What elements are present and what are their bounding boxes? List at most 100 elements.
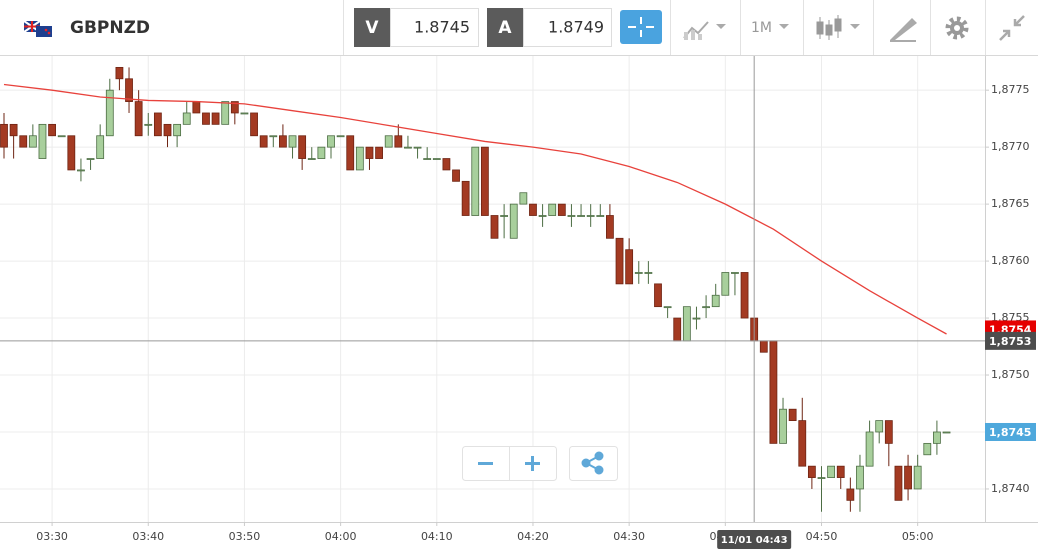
candle-body bbox=[230, 101, 239, 114]
candle-body bbox=[346, 135, 355, 171]
crosshair-time-box bbox=[717, 530, 792, 549]
candle-body bbox=[798, 420, 807, 467]
candle-body bbox=[884, 420, 893, 444]
x-tick-label: 03:30 bbox=[36, 530, 68, 543]
candle-body bbox=[904, 465, 912, 490]
candle-body bbox=[144, 123, 153, 126]
y-tick-label: 1,8740 bbox=[991, 482, 1030, 495]
candle-body bbox=[96, 135, 105, 159]
candle-body bbox=[779, 408, 787, 444]
crosshair-time-label: 11/01 04:43 bbox=[721, 535, 788, 546]
candle-body bbox=[423, 158, 432, 160]
settings-button[interactable] bbox=[945, 16, 969, 40]
ask-label: A bbox=[498, 18, 512, 38]
candle-body bbox=[548, 203, 557, 216]
axes: 1,87401,87451,87501,87551,87601,87651,87… bbox=[36, 83, 1036, 549]
candle-body bbox=[923, 442, 932, 456]
candle-body bbox=[740, 272, 749, 319]
x-tick-label: 04:20 bbox=[517, 530, 549, 543]
candle-body bbox=[557, 203, 566, 216]
candle-body bbox=[173, 123, 182, 137]
ask-box bbox=[523, 8, 612, 47]
candle-body bbox=[942, 431, 951, 434]
candle-body bbox=[77, 169, 85, 172]
candle-body bbox=[788, 408, 797, 421]
x-tick-label: 04:00 bbox=[325, 530, 357, 543]
candle-body bbox=[250, 112, 258, 137]
candle-body bbox=[461, 180, 470, 216]
candle-body bbox=[9, 123, 18, 137]
x-tick-label: 03:40 bbox=[132, 530, 164, 543]
candle-body bbox=[654, 283, 662, 308]
bid-label: V bbox=[365, 18, 379, 38]
chart-type-button[interactable] bbox=[816, 15, 860, 40]
candle-body bbox=[394, 135, 403, 148]
candle-body bbox=[731, 272, 739, 274]
zoom-in-button[interactable] bbox=[525, 456, 540, 471]
candle-body bbox=[67, 135, 76, 171]
collapse-button[interactable] bbox=[999, 15, 1025, 41]
timeframe-button[interactable]: 1M bbox=[751, 20, 789, 36]
candle-body bbox=[721, 272, 730, 296]
candle-body bbox=[769, 340, 778, 444]
candle-body bbox=[288, 135, 297, 148]
candle-body bbox=[452, 169, 460, 182]
candle-body bbox=[317, 146, 326, 159]
candle-body bbox=[307, 158, 316, 160]
candle-body bbox=[711, 294, 720, 308]
candle-body bbox=[933, 431, 941, 444]
candle-body bbox=[48, 123, 56, 137]
candle-body bbox=[596, 215, 605, 217]
candle-body bbox=[240, 112, 249, 115]
flag-icon bbox=[23, 20, 52, 37]
header: GBPNZD V 1.8745 A 1.8749 1M bbox=[0, 0, 1038, 56]
candle-body bbox=[759, 340, 768, 353]
candle-body bbox=[384, 135, 393, 148]
zoom-controls bbox=[462, 446, 618, 481]
candle-body bbox=[404, 146, 412, 149]
indicator-button[interactable] bbox=[683, 21, 726, 40]
candle-body bbox=[432, 158, 441, 160]
candle-body bbox=[38, 123, 47, 159]
candle-body bbox=[57, 135, 66, 138]
candle-body bbox=[682, 306, 691, 342]
x-tick-label: 05:00 bbox=[902, 530, 934, 543]
ask-button[interactable] bbox=[487, 8, 523, 47]
candle-body bbox=[702, 306, 710, 309]
candle-body bbox=[19, 135, 28, 148]
y-tick-label: 1,8770 bbox=[991, 140, 1030, 153]
candle-body bbox=[365, 146, 374, 159]
x-tick-label: 04:50 bbox=[806, 530, 838, 543]
ask-price: 1.8749 bbox=[548, 18, 604, 37]
y-tick-label: 1,8765 bbox=[991, 197, 1030, 210]
candle-body bbox=[500, 215, 509, 217]
moving-average bbox=[3, 83, 947, 335]
draw-button[interactable] bbox=[890, 18, 917, 42]
candle-body bbox=[211, 112, 220, 125]
candle-body bbox=[28, 135, 37, 148]
candle-body bbox=[192, 101, 201, 114]
candle-body bbox=[894, 465, 903, 501]
last-price-tag-label: 1,8745 bbox=[989, 426, 1031, 439]
candle-body bbox=[836, 465, 845, 478]
candle-body bbox=[221, 101, 230, 125]
candle-body bbox=[355, 146, 364, 171]
crosshair-price-tag-box bbox=[985, 331, 1036, 350]
candle-body bbox=[279, 135, 287, 148]
share-button[interactable] bbox=[569, 446, 618, 481]
x-tick-label: 03:50 bbox=[229, 530, 261, 543]
candle-body bbox=[875, 420, 884, 433]
crosshair-price-tag-label: 1,8753 bbox=[989, 335, 1031, 348]
candle-body bbox=[846, 488, 855, 501]
y-tick-label: 1,8760 bbox=[991, 254, 1030, 267]
candle-body bbox=[105, 89, 114, 137]
candle-body bbox=[606, 215, 614, 239]
y-tick-label: 1,8750 bbox=[991, 368, 1030, 381]
crosshair-button[interactable] bbox=[620, 10, 662, 44]
symbol: GBPNZD bbox=[70, 18, 150, 38]
bid-button[interactable] bbox=[354, 8, 390, 47]
candle-body bbox=[692, 317, 701, 320]
candle-body bbox=[269, 135, 278, 138]
candle-body bbox=[115, 66, 124, 80]
